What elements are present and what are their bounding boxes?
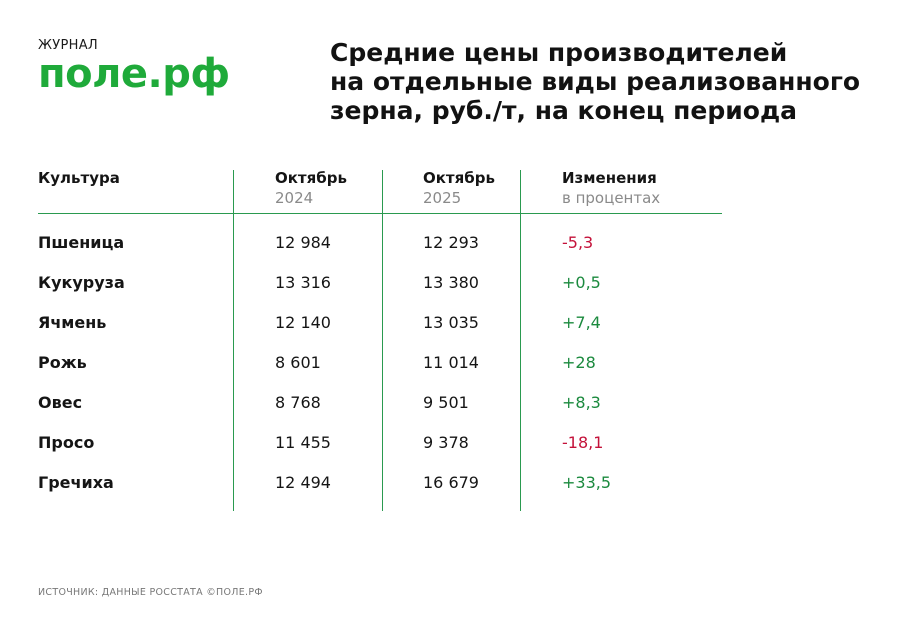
table-row: Кукуруза 13 316 13 380 +0,5 xyxy=(38,271,722,295)
table-row: Пшеница 12 984 12 293 -5,3 xyxy=(38,231,722,255)
price-oct-2025: 13 035 xyxy=(423,313,479,332)
table-row: Овес 8 768 9 501 +8,3 xyxy=(38,391,722,415)
price-table: Культура Октябрь 2024 Октябрь 2025 Измен… xyxy=(38,168,722,512)
table-row: Просо 11 455 9 378 -18,1 xyxy=(38,431,722,455)
column-divider xyxy=(520,170,521,511)
table-row: Ячмень 12 140 13 035 +7,4 xyxy=(38,311,722,335)
price-oct-2024: 12 494 xyxy=(275,473,331,492)
price-oct-2024: 12 140 xyxy=(275,313,331,332)
header-oct-2024-year: 2024 xyxy=(275,189,314,207)
header-oct-2024: Октябрь 2024 xyxy=(275,168,347,208)
price-oct-2025: 13 380 xyxy=(423,273,479,292)
source-note: ИСТОЧНИК: ДАННЫЕ РОССТАТА ©ПОЛЕ.РФ xyxy=(38,587,263,598)
change-percent: -18,1 xyxy=(562,433,604,452)
price-oct-2024: 11 455 xyxy=(275,433,331,452)
page-title: Средние цены производителей на отдельные… xyxy=(330,38,861,125)
logo-wordmark: поле.рф xyxy=(38,51,230,97)
price-oct-2025: 11 014 xyxy=(423,353,479,372)
header-oct-2025: Октябрь 2025 xyxy=(423,168,495,208)
price-oct-2024: 8 601 xyxy=(275,353,321,372)
header-oct-2024-month: Октябрь xyxy=(275,169,347,187)
crop-name: Кукуруза xyxy=(38,273,125,292)
crop-name: Пшеница xyxy=(38,233,125,252)
crop-name: Гречиха xyxy=(38,473,114,492)
change-percent: +28 xyxy=(562,353,596,372)
header-crop: Культура xyxy=(38,168,120,188)
header-oct-2025-year: 2025 xyxy=(423,189,462,207)
header-oct-2025-month: Октябрь xyxy=(423,169,495,187)
crop-name: Рожь xyxy=(38,353,87,372)
table-row: Гречиха 12 494 16 679 +33,5 xyxy=(38,471,722,495)
crop-name: Просо xyxy=(38,433,95,452)
price-oct-2025: 12 293 xyxy=(423,233,479,252)
column-divider xyxy=(382,170,383,511)
change-percent: +33,5 xyxy=(562,473,612,492)
change-percent: +8,3 xyxy=(562,393,601,412)
header-change: Изменения в процентах xyxy=(562,168,660,208)
price-oct-2025: 9 501 xyxy=(423,393,469,412)
price-oct-2024: 13 316 xyxy=(275,273,331,292)
change-percent: -5,3 xyxy=(562,233,594,252)
crop-name: Ячмень xyxy=(38,313,107,332)
brand-logo: ЖУРНАЛ поле.рф xyxy=(38,38,230,94)
header-change-label: Изменения xyxy=(562,169,657,187)
change-percent: +7,4 xyxy=(562,313,601,332)
header-divider xyxy=(38,213,722,214)
column-divider xyxy=(233,170,234,511)
price-oct-2025: 9 378 xyxy=(423,433,469,452)
header-crop-label: Культура xyxy=(38,169,120,187)
price-oct-2025: 16 679 xyxy=(423,473,479,492)
logo-journal-label: ЖУРНАЛ xyxy=(38,38,99,53)
change-percent: +0,5 xyxy=(562,273,601,292)
crop-name: Овес xyxy=(38,393,83,412)
price-oct-2024: 8 768 xyxy=(275,393,321,412)
table-row: Рожь 8 601 11 014 +28 xyxy=(38,351,722,375)
header-change-unit: в процентах xyxy=(562,189,661,207)
price-oct-2024: 12 984 xyxy=(275,233,331,252)
